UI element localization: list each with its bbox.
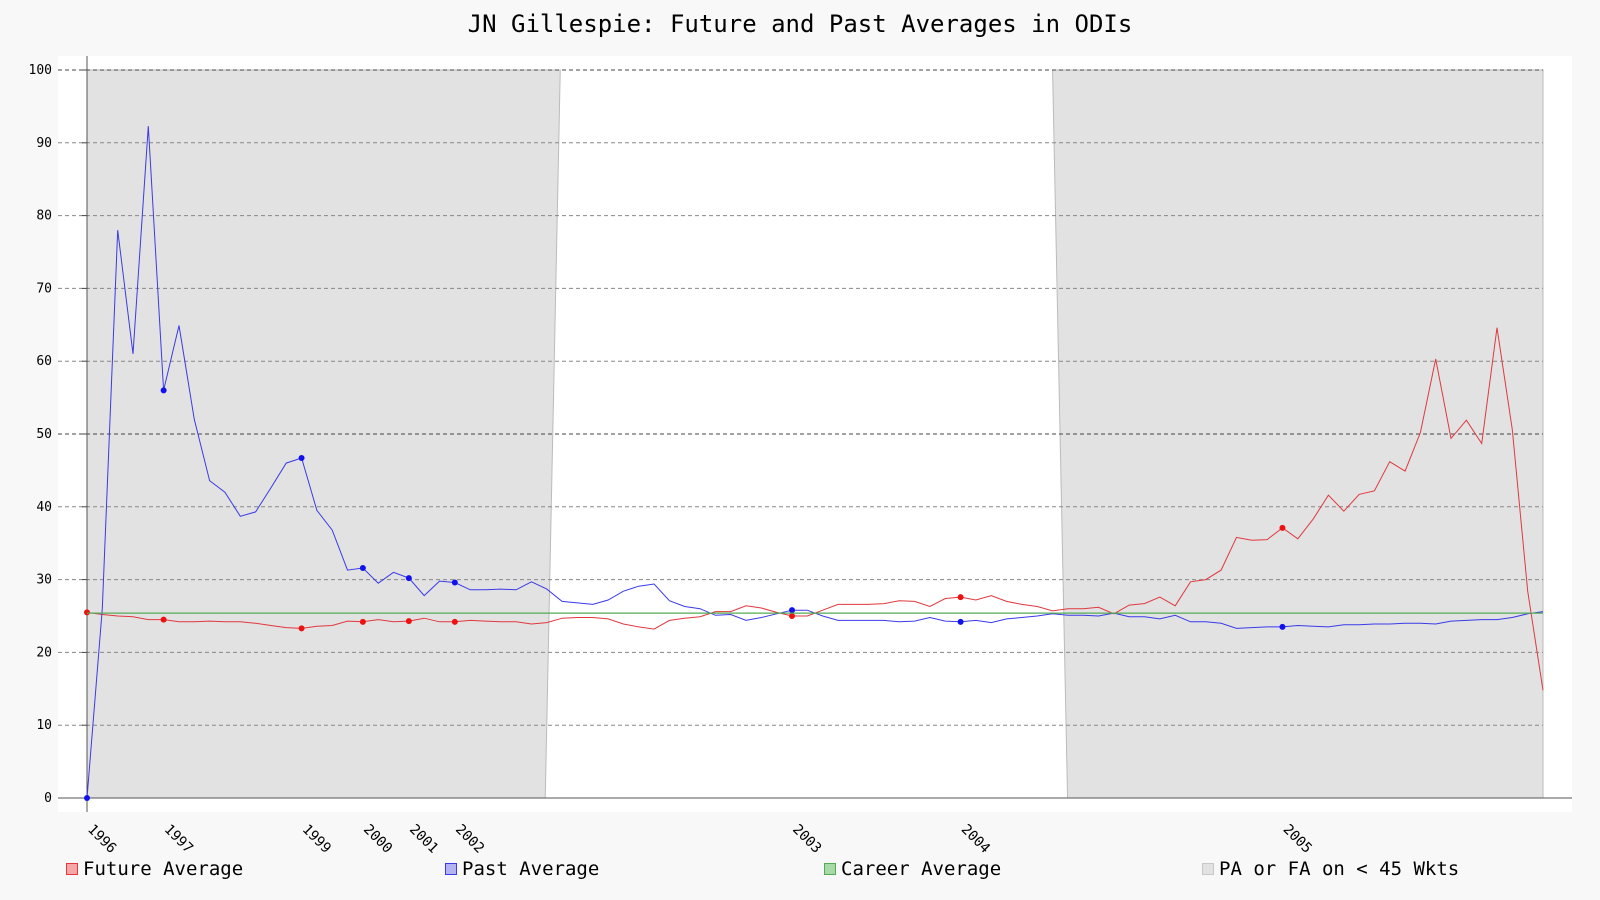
y-tick-label-80: 80 (36, 209, 52, 224)
data-point-past-average-57 (957, 618, 964, 625)
data-point-past-average-18 (359, 564, 366, 571)
legend-label-past-average: Past Average (462, 858, 600, 880)
data-point-future-average-5 (160, 616, 167, 623)
x-tick-label-2001: 2001 (406, 822, 441, 857)
y-tick-label-70: 70 (36, 281, 52, 296)
y-tick-label-20: 20 (36, 645, 52, 660)
legend-item-low-wickets[interactable]: PA or FA on < 45 Wkts (1202, 858, 1459, 880)
legend-item-future-average[interactable]: Future Average (66, 858, 243, 880)
data-point-past-average-14 (298, 455, 305, 462)
gridlines: 0 10 20 30 40 50 60 70 80 90 100 (29, 63, 1543, 806)
legend-swatch-future-average (66, 863, 78, 875)
legend-label-career-average: Career Average (841, 858, 1002, 880)
legend-item-career-average[interactable]: Career Average (824, 858, 1001, 880)
series (84, 126, 1544, 801)
data-point-future-average-14 (298, 625, 305, 632)
x-tick-label-1999: 1999 (299, 822, 334, 857)
legend-swatch-past-average (445, 863, 457, 875)
x-tick-label-2005: 2005 (1280, 822, 1315, 857)
data-point-future-average-78 (1279, 524, 1286, 531)
y-tick-label-10: 10 (36, 718, 52, 733)
legend-label-low-wickets: PA or FA on < 45 Wkts (1219, 858, 1460, 880)
y-tick-label-50: 50 (36, 427, 52, 442)
x-tick-label-2002: 2002 (452, 822, 487, 857)
y-tick-label-0: 0 (44, 791, 52, 806)
y-tick-label-100: 100 (29, 63, 52, 78)
axes (58, 56, 1572, 812)
legend-item-past-average[interactable]: Past Average (445, 858, 599, 880)
legend-label-future-average: Future Average (83, 858, 244, 880)
y-tick-label-60: 60 (36, 354, 52, 369)
x-tick-labels: 1996 1997 1999 2000 2001 2002 2003 2004 2005 (84, 822, 1315, 857)
legend-swatch-career-average (824, 863, 836, 875)
data-point-future-average-46 (789, 613, 796, 619)
data-point-future-average-18 (359, 618, 366, 625)
data-point-future-average-21 (405, 618, 412, 625)
y-tick-label-40: 40 (36, 500, 52, 515)
data-point-past-average-46 (789, 607, 796, 614)
x-tick-label-2000: 2000 (360, 822, 395, 857)
data-point-past-average-78 (1279, 623, 1286, 630)
x-tick-label-2004: 2004 (958, 822, 993, 857)
x-tick-label-2003: 2003 (789, 822, 824, 857)
legend-swatch-low-wickets (1202, 863, 1214, 875)
data-point-future-average-24 (451, 618, 458, 625)
data-point-past-average-0 (84, 795, 90, 801)
y-tick-label-90: 90 (36, 136, 52, 151)
x-tick-label-1997: 1997 (161, 822, 196, 857)
data-point-future-average-0 (84, 609, 90, 616)
y-tick-label-30: 30 (36, 573, 52, 588)
data-point-future-average-57 (957, 594, 964, 601)
chart-title: JN Gillespie: Future and Past Averages i… (467, 10, 1133, 38)
data-point-past-average-5 (160, 387, 167, 394)
data-point-past-average-21 (405, 575, 412, 582)
x-tick-label-1996: 1996 (84, 822, 119, 857)
data-point-past-average-24 (451, 579, 458, 586)
